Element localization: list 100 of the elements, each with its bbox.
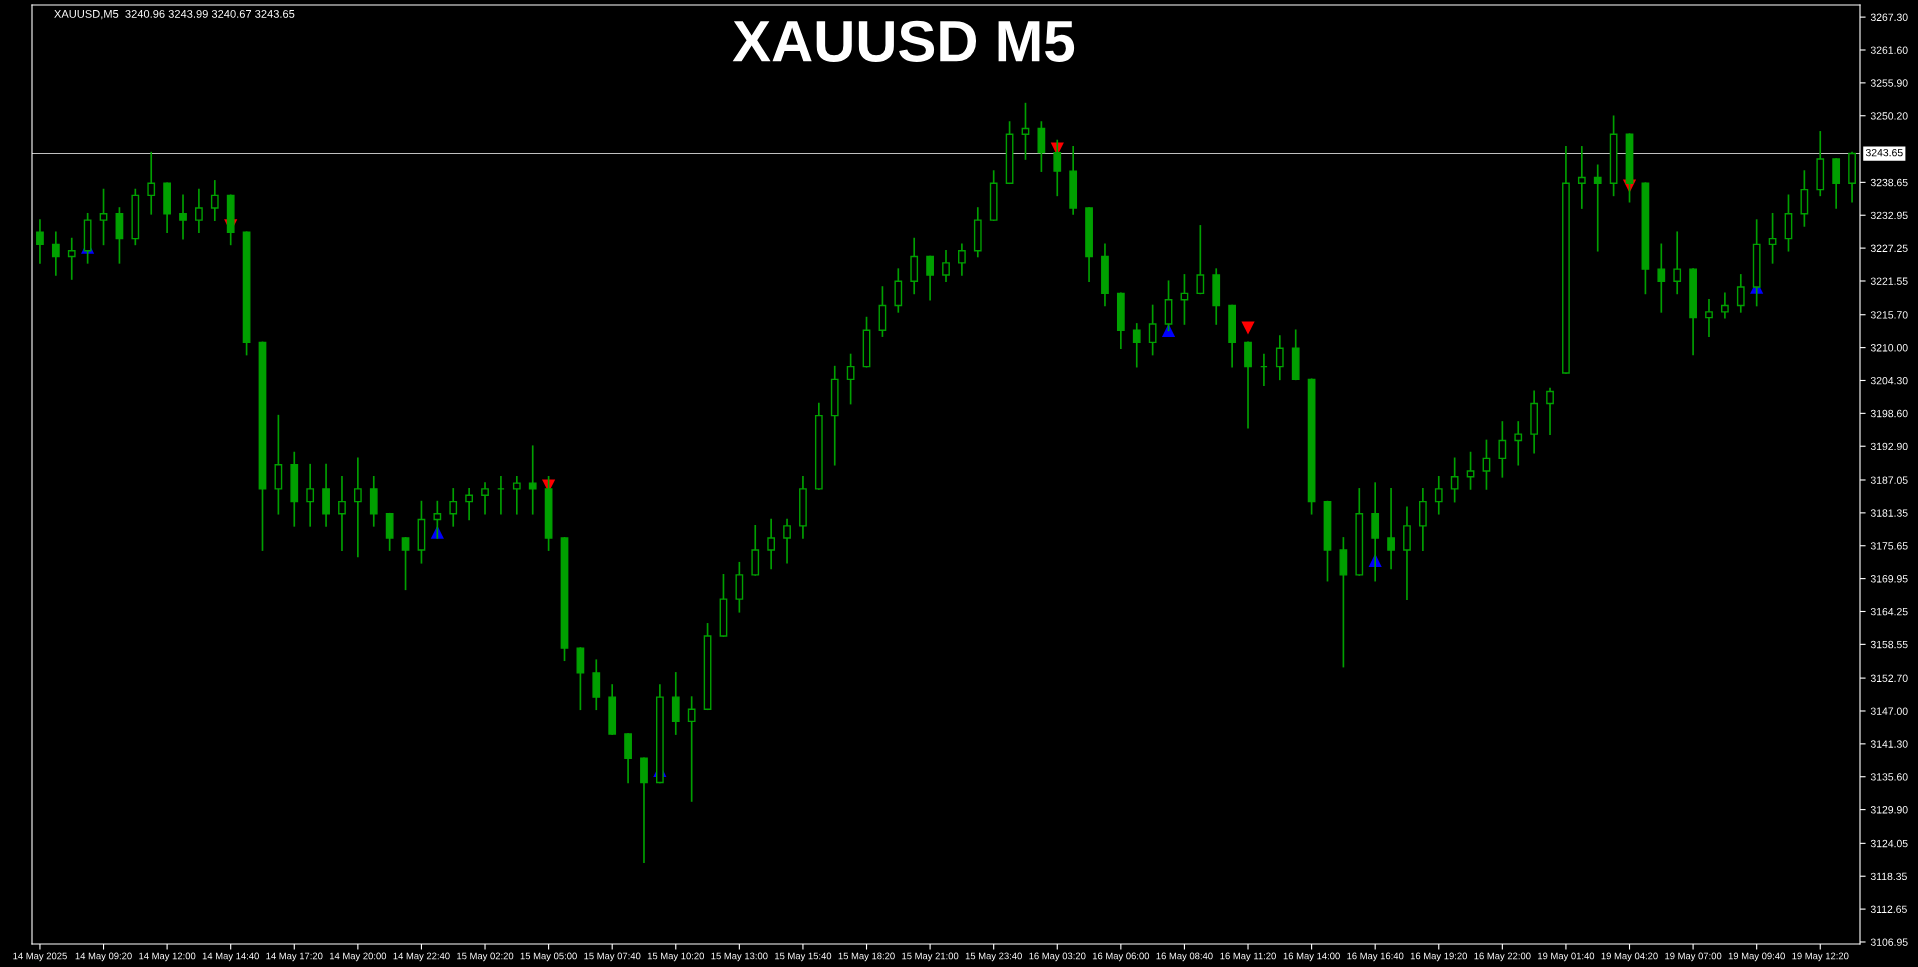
x-tick-label: 15 May 05:00 [520,952,577,962]
candlestick [1275,335,1284,381]
y-tick-label: 3204.30 [1870,376,1908,385]
y-tick-label: 3181.35 [1870,509,1908,517]
y-tick-label: 3164.25 [1870,607,1908,616]
candlestick [465,488,474,521]
candlestick [1387,488,1395,570]
candlestick [306,463,315,527]
y-tick-label: 3255.90 [1870,79,1908,87]
x-tick-label: 14 May 2025 [13,952,67,962]
candlestick [767,518,776,570]
candlestick [1021,102,1030,160]
candlestick [926,255,934,301]
y-tick-label: 3175.65 [1870,542,1908,550]
x-tick-label: 15 May 02:20 [457,952,514,962]
candlestick [210,180,219,221]
y-tick-label: 3124.05 [1870,839,1908,848]
y-tick-label: 3106.95 [1870,938,1908,946]
x-tick-label: 15 May 10:20 [647,952,705,962]
candlestick [1546,387,1554,435]
x-tick-label: 15 May 23:40 [965,952,1022,962]
x-tick-label: 15 May 13:00 [711,952,768,962]
candlestick [1434,475,1443,515]
point [1241,321,1255,335]
x-tick-label: 14 May 17:20 [266,952,323,962]
candlestick [338,475,346,551]
y-tick-label: 3232.95 [1870,211,1908,220]
candlestick [195,188,203,234]
x-tick-label: 15 May 07:40 [584,952,641,962]
y-tick-label: 3192.90 [1870,442,1908,451]
y-tick-label: 3267.30 [1870,13,1908,21]
y-tick-label: 3238.65 [1870,178,1908,187]
candlestick [1482,439,1491,490]
x-tick-label: 16 May 11:20 [1220,952,1276,962]
candlestick [958,243,966,276]
candlestick [1450,457,1459,503]
x-tick-label: 19 May 07:00 [1665,952,1722,962]
candlestick [179,194,187,240]
x-tick-label: 14 May 14:40 [202,952,259,962]
candlestick [1498,421,1507,478]
candlestick [1705,298,1713,337]
y-tick-label: 3210.00 [1870,344,1908,352]
y-tick-label: 3147.00 [1870,707,1908,715]
y-tick-label: 3158.55 [1870,640,1908,649]
ref-line-label: 3243.65 [1865,148,1903,157]
x-tick-label: 19 May 09:40 [1728,952,1785,962]
candlestick [449,488,458,527]
x-tick-label: 16 May 14:00 [1283,952,1340,962]
x-tick-label: 14 May 09:20 [75,952,132,962]
chart-title: XAUUSD M5 [732,20,1075,62]
candlestick [401,537,410,591]
candlestick [528,445,537,515]
y-tick-label: 3187.05 [1870,476,1908,484]
candlestick [353,457,362,558]
candlestick [99,188,108,246]
x-tick-label: 15 May 21:00 [902,952,959,962]
point [1161,323,1176,337]
y-tick-label: 3261.60 [1870,46,1908,54]
y-tick-label: 3112.65 [1870,905,1907,913]
y-tick-label: 3141.30 [1870,740,1908,748]
x-tick-label: 16 May 03:20 [1029,952,1086,962]
y-tick-label: 3250.20 [1870,112,1908,120]
x-tick-label: 16 May 06:00 [1092,952,1150,962]
candlestick [1132,323,1141,368]
x-tick-label: 19 May 12:20 [1792,952,1849,962]
x-tick-label: 15 May 15:40 [775,952,832,962]
candlestick [1593,164,1602,252]
x-tick-label: 14 May 22:40 [393,952,450,962]
y-tick-label: 3221.55 [1870,277,1908,285]
x-tick-label: 14 May 12:00 [139,952,196,962]
candlestick [481,482,489,515]
candlestick [67,237,76,280]
candlestick [942,249,950,283]
candlestick [1768,212,1777,264]
candlestick [1673,231,1682,295]
candlestick [51,231,60,276]
candlestick [783,518,791,564]
y-tick-label: 3215.70 [1870,311,1908,319]
candlestick [1148,304,1157,356]
candlestick [687,696,696,802]
x-tick-label: 16 May 22:00 [1474,952,1531,962]
candlestick [512,475,521,515]
y-tick-label: 3227.25 [1870,244,1908,252]
candlestick [846,353,855,405]
candlestick [147,151,156,215]
y-tick-label: 3129.90 [1870,806,1908,814]
y-tick-label: 3169.95 [1870,575,1908,583]
candlestick [1466,451,1475,490]
candlestick [1577,146,1586,209]
annotation: XAUUSD,M5 3240.96 3243.99 3240.67 3243.65 [54,9,295,20]
y-tick-label: 3152.70 [1870,674,1908,682]
candlestick [1721,292,1729,319]
x-tick-label: 19 May 04:20 [1601,952,1658,962]
y-tick-label: 3135.60 [1870,773,1908,781]
x-tick-label: 19 May 01:40 [1538,952,1595,962]
y-tick-label: 3118.35 [1870,872,1907,881]
candlestick [1736,274,1745,313]
y-tick-label: 3198.60 [1870,409,1908,418]
candlestick [1514,421,1523,466]
x-tick-label: 16 May 08:40 [1156,952,1213,962]
